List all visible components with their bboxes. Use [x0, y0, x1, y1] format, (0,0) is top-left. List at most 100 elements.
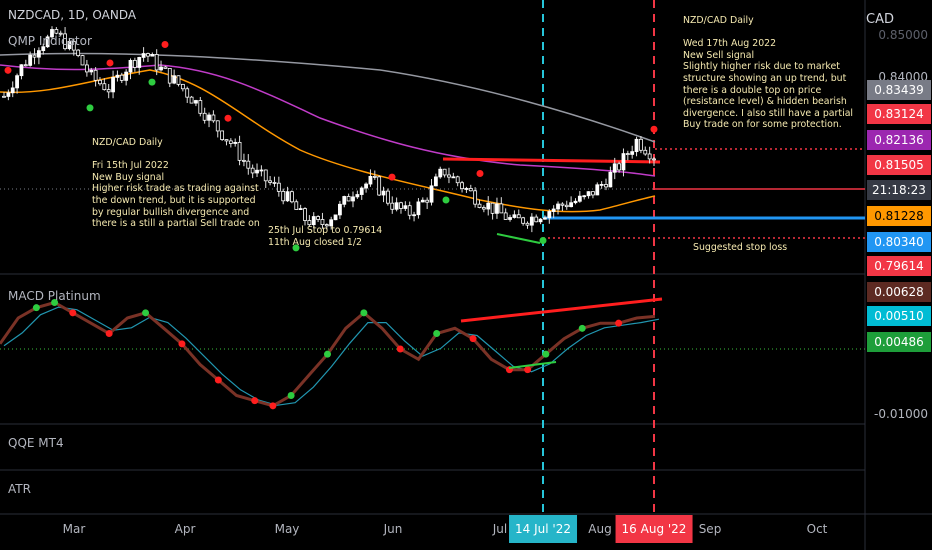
candle-body — [338, 203, 342, 216]
candle-body — [281, 190, 286, 202]
candle-body — [468, 188, 473, 192]
candle-body — [573, 200, 578, 204]
candle-body — [486, 202, 491, 210]
candle-body — [84, 64, 89, 73]
candle-body — [89, 69, 94, 73]
price-label-purple-ma: 0.82136 — [867, 130, 931, 150]
candle-body — [58, 32, 63, 35]
pane-title-qqe[interactable]: QQE MT4 — [8, 436, 64, 450]
note-sell-signal: NZD/CAD Daily Wed 17th Aug 2022 New Sell… — [683, 15, 854, 131]
ma-purple-line — [0, 64, 656, 177]
candle-body — [102, 83, 107, 91]
candle-body — [625, 153, 630, 155]
indicator-title-qmp[interactable]: QMP Indicator — [8, 34, 92, 48]
macd-sell-dot — [251, 397, 259, 405]
candle-body — [508, 217, 512, 220]
x-label-sep: Sep — [698, 522, 722, 536]
candle-body — [525, 222, 530, 226]
candle-body — [355, 194, 360, 198]
sell-signal-dot — [161, 41, 169, 49]
x-label-jun: Jun — [383, 522, 403, 536]
candle-body — [303, 208, 307, 221]
macd-label-2: 0.00510 — [867, 306, 931, 326]
candle-body — [220, 130, 225, 141]
candle-body — [359, 187, 364, 195]
candle-body — [342, 196, 347, 205]
macd-bullish-divergence-line — [508, 361, 557, 369]
candle-body — [425, 199, 430, 203]
candle-body — [416, 201, 421, 216]
candle-body — [141, 53, 146, 58]
candle-body — [137, 57, 142, 68]
macd-buy-dot — [142, 309, 150, 317]
candle-body — [172, 75, 177, 84]
candle-body — [538, 218, 543, 223]
candle-body — [442, 168, 447, 176]
candle-body — [652, 158, 656, 161]
macd-buy-dot — [287, 392, 295, 399]
candle-body — [403, 205, 408, 209]
candle-body — [499, 203, 504, 214]
candle-body — [124, 71, 129, 81]
candle-body — [595, 184, 600, 196]
candle-body — [521, 217, 526, 224]
candle-body — [198, 100, 203, 114]
candle-body — [368, 175, 373, 185]
candlestick-series — [2, 26, 656, 233]
candle-body — [377, 176, 382, 196]
candle-body — [36, 50, 41, 58]
candle-body — [159, 66, 163, 71]
x-label-apr: Apr — [174, 522, 196, 536]
candle-body — [464, 188, 469, 190]
buy-signal-dot — [442, 196, 450, 204]
sell-signal-dot — [650, 125, 658, 133]
price-label-orange-ma: 0.81228 — [867, 206, 931, 226]
candle-body — [577, 195, 582, 202]
candle-body — [111, 77, 115, 93]
candle-body — [294, 201, 299, 210]
note-stop-update: 25th Jul Stop to 0.79614 11th Aug closed… — [268, 225, 383, 248]
currency-label: CAD — [866, 12, 894, 27]
macd-sell-dot — [269, 402, 277, 410]
candle-body — [473, 190, 478, 205]
pane-title-macd[interactable]: MACD Platinum — [8, 289, 101, 303]
candle-body — [259, 169, 264, 172]
candle-body — [503, 212, 508, 220]
x-label-oct: Oct — [806, 522, 828, 536]
symbol-title[interactable]: NZDCAD, 1D, OANDA — [8, 8, 137, 22]
candle-body — [320, 219, 325, 226]
x-flag-14-jul: 14 Jul '22 — [509, 515, 577, 543]
macd-sell-dot — [524, 366, 532, 374]
macd-sell-dot — [69, 309, 77, 317]
candle-body — [564, 204, 569, 208]
countdown-label: 21:18:23 — [867, 180, 931, 200]
x-flag-16-aug: 16 Aug '22 — [615, 515, 693, 543]
candle-body — [617, 163, 622, 171]
candle-body — [385, 190, 390, 204]
candle-body — [407, 205, 412, 216]
price-label-support: 0.80340 — [867, 232, 931, 252]
candle-body — [372, 175, 377, 178]
macd-label-3: 0.00486 — [867, 332, 931, 352]
candle-body — [612, 163, 617, 173]
candle-body — [67, 40, 72, 50]
axis-tick-top: 0.85000 — [878, 28, 928, 42]
candle-body — [460, 182, 464, 190]
candle-body — [560, 203, 565, 206]
candle-body — [128, 59, 133, 73]
candle-body — [451, 176, 456, 179]
candle-body — [447, 174, 451, 178]
candle-body — [115, 74, 120, 78]
candle-body — [207, 114, 211, 121]
candle-body — [551, 208, 556, 212]
buy-signal-dot — [292, 244, 300, 252]
macd-buy-dot — [324, 350, 331, 358]
price-label-signal: 0.83124 — [867, 104, 931, 124]
x-label-may: May — [274, 522, 300, 536]
macd-sell-dot — [178, 340, 186, 348]
macd-sell-dot — [469, 335, 477, 343]
macd-buy-dot — [51, 299, 59, 306]
ma-grey-line — [0, 52, 656, 143]
pane-title-atr[interactable]: ATR — [8, 482, 31, 496]
candle-body — [132, 59, 137, 68]
